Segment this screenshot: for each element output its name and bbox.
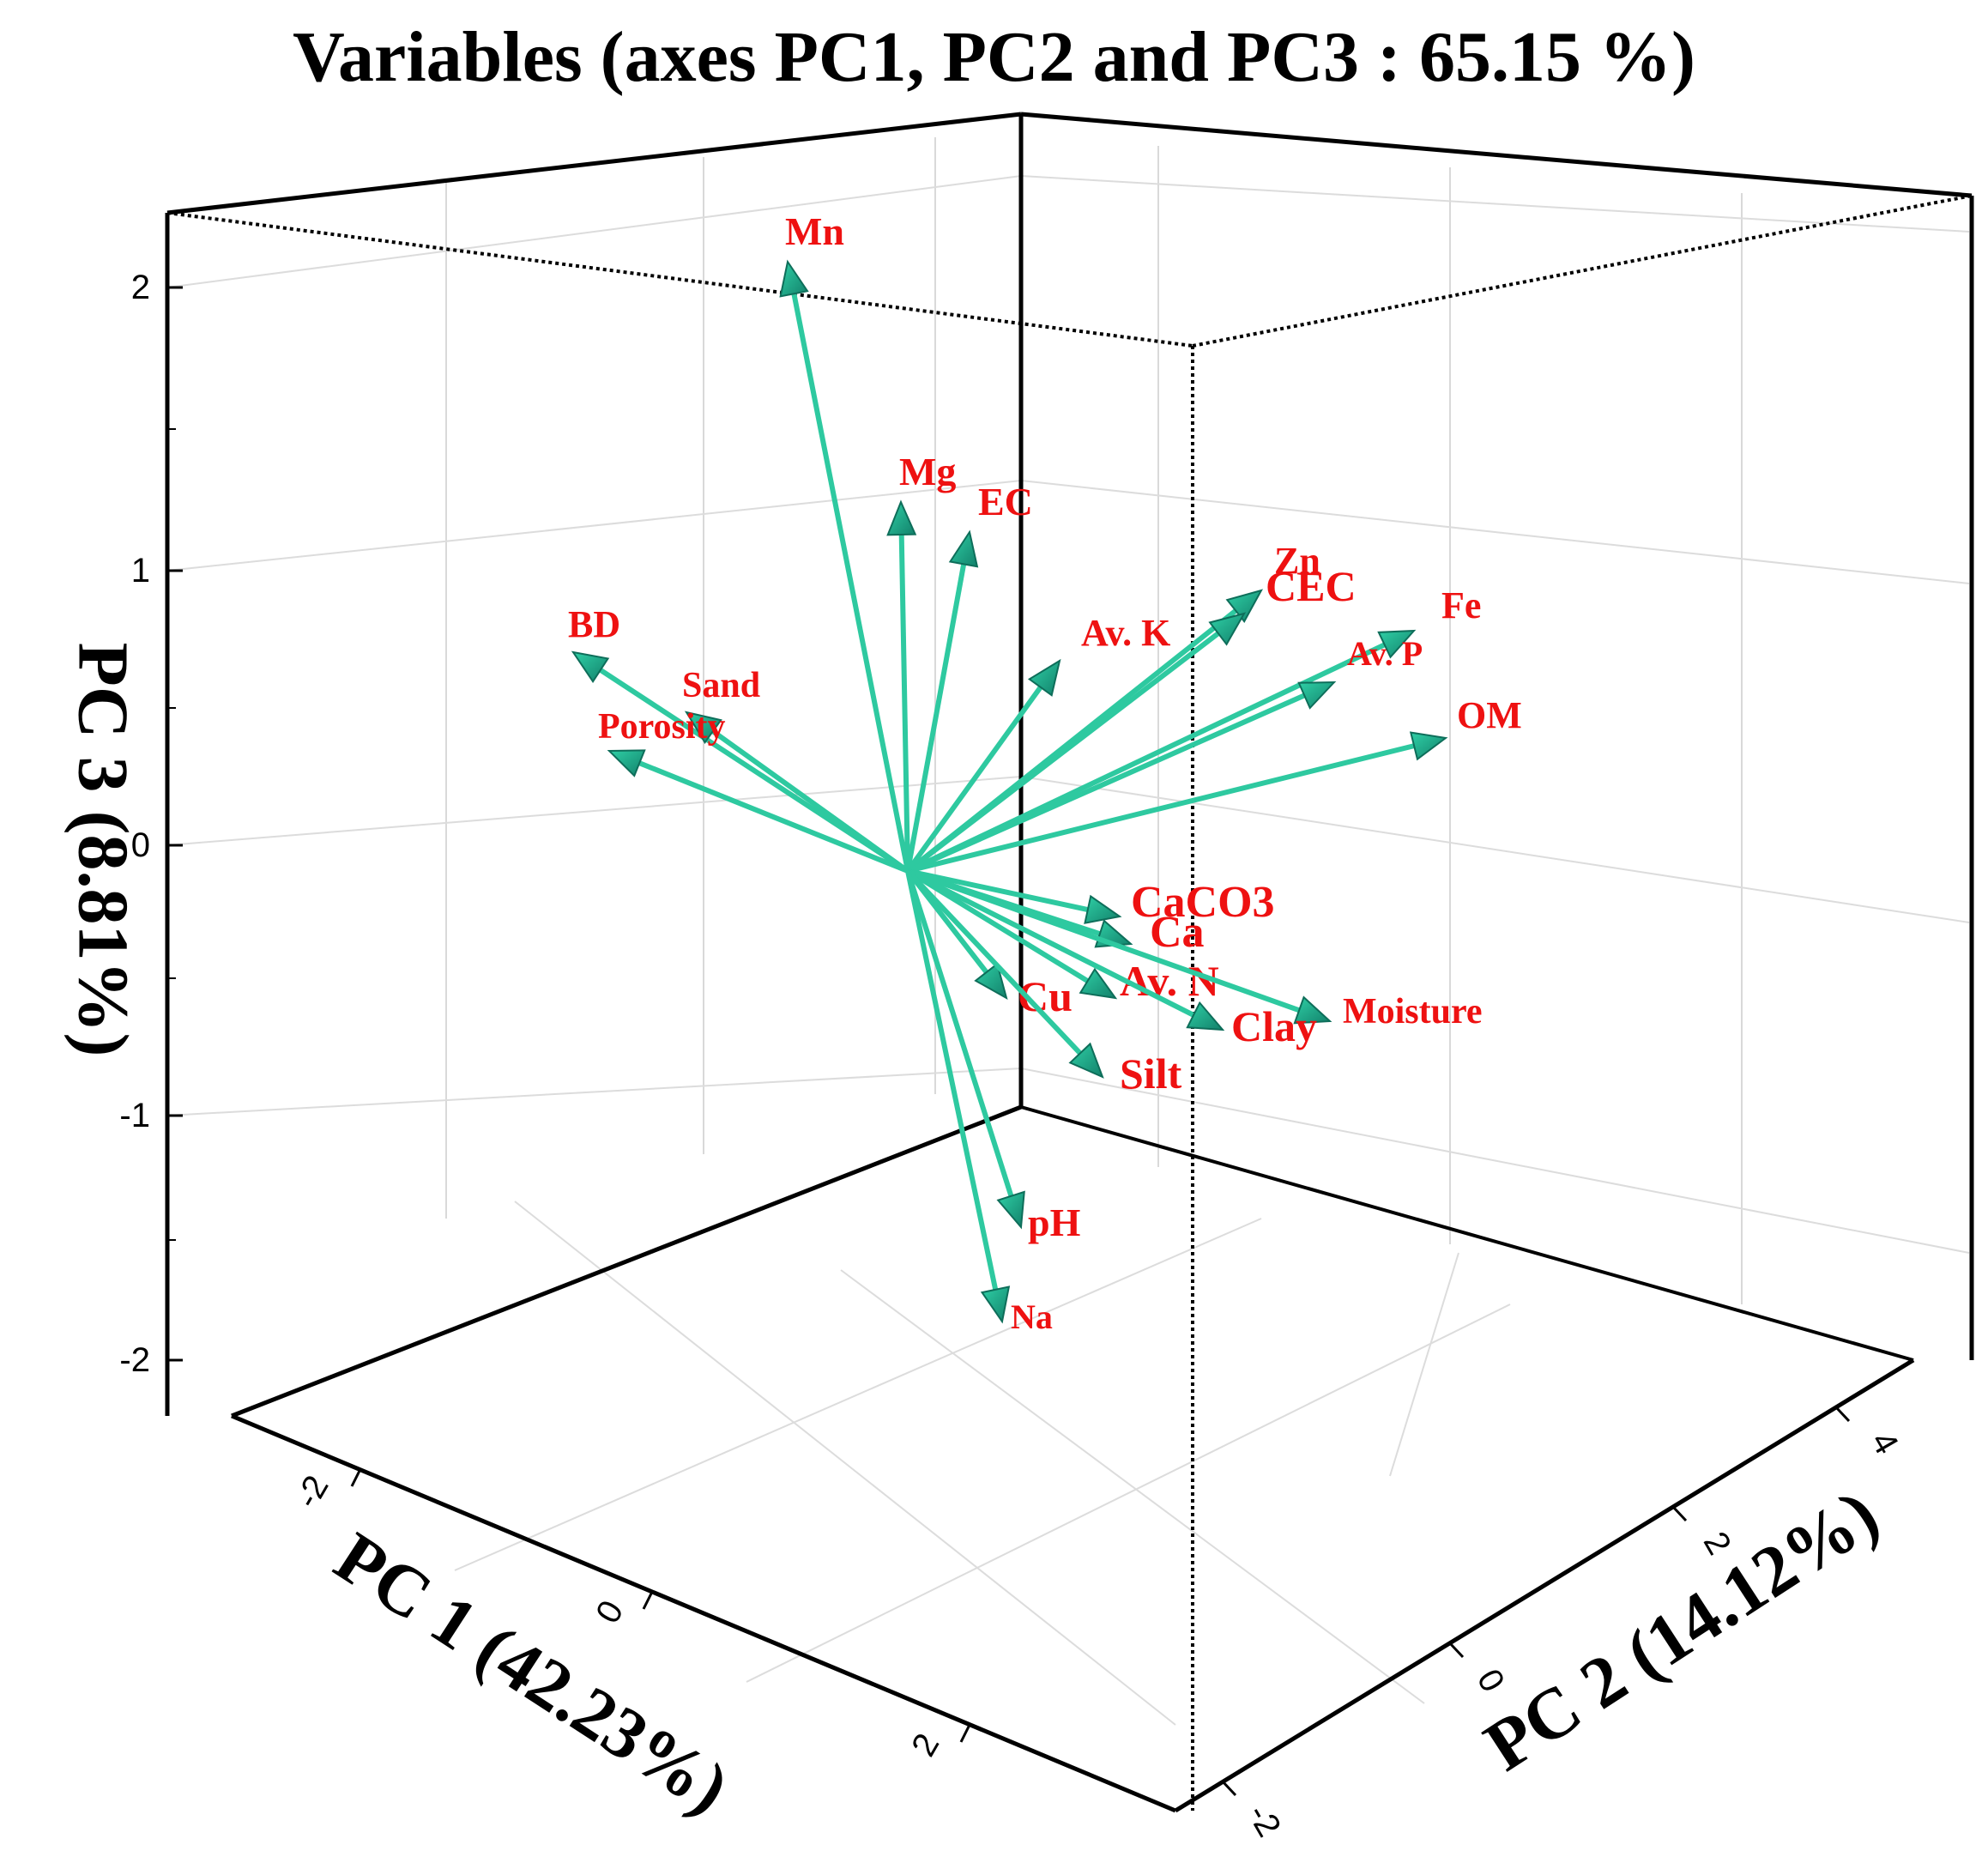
- vector-shaft: [898, 534, 910, 872]
- vector-arrowhead: [996, 1190, 1025, 1230]
- vector-arrowhead: [684, 711, 722, 744]
- vector-clay: Clay: [906, 868, 1317, 1050]
- vector-arrowhead: [1208, 612, 1247, 646]
- vector-shaft: [906, 693, 1306, 874]
- variable-label: CaCO3: [1131, 878, 1275, 927]
- vector-shaft: [905, 686, 1043, 873]
- vector-moisture: Moisture: [906, 868, 1483, 1031]
- vector-arrowhead: [980, 1285, 1011, 1324]
- vector-av-n: Av. N: [906, 868, 1219, 1005]
- x-tick-label: 2: [904, 1727, 946, 1763]
- vector-arrowhead: [948, 529, 979, 568]
- z-tick-label: -2: [119, 1341, 150, 1379]
- variable-label: Mg: [899, 450, 956, 493]
- z-tick-label: -1: [119, 1097, 150, 1134]
- vector-shaft: [906, 868, 1301, 1013]
- vector-shaft: [905, 870, 1014, 1197]
- vector-shaft: [906, 868, 1090, 983]
- vector-ph: pH: [905, 870, 1081, 1244]
- vector-shaft: [791, 293, 910, 872]
- vector-shaft: [711, 729, 909, 874]
- z-axis-title: PC 3 (8.81%): [63, 642, 143, 1057]
- vector-porosity: Porosity: [598, 707, 909, 874]
- y-tick-label: 0: [1470, 1663, 1512, 1698]
- variable-label: pH: [1028, 1201, 1081, 1244]
- y-tick-label: -2: [1240, 1798, 1288, 1843]
- vector-sand: Sand: [682, 666, 909, 874]
- vector-bd: BD: [568, 603, 909, 874]
- box-frame: [165, 112, 1974, 1813]
- variable-label: Sand: [682, 666, 760, 705]
- variable-label: Moisture: [1343, 992, 1483, 1031]
- x-tick-label: -2: [288, 1469, 336, 1515]
- variable-label: BD: [568, 603, 620, 645]
- variable-label: Av. K: [1081, 612, 1170, 654]
- variable-label: Silt: [1120, 1049, 1182, 1098]
- vector-mg: Mg: [886, 450, 956, 872]
- z-tick-label: 2: [131, 269, 150, 306]
- vector-shaft: [906, 631, 1220, 874]
- vector-arrowhead: [571, 650, 610, 683]
- vector-arrowhead: [1068, 1042, 1104, 1079]
- variable-label: Porosity: [598, 707, 726, 747]
- variable-label: Clay: [1231, 1002, 1317, 1050]
- vector-shaft: [599, 668, 909, 874]
- vector-shaft: [907, 868, 1089, 912]
- vector-arrowhead: [1084, 894, 1122, 924]
- vector-shaft: [906, 868, 1195, 1018]
- vector-na: Na: [905, 870, 1053, 1336]
- vector-arrowhead: [886, 499, 917, 536]
- y-tick-labels: -2 0 2 4: [1240, 1425, 1906, 1843]
- vector-arrowhead: [1186, 1001, 1225, 1031]
- x-tick-label: 0: [589, 1594, 631, 1630]
- variable-label: Zn: [1274, 540, 1320, 582]
- variable-label: OM: [1457, 694, 1522, 736]
- z-tick-label: 1: [131, 552, 150, 590]
- y-tick-label: 4: [1864, 1425, 1906, 1461]
- vector-shaft: [907, 743, 1415, 874]
- vector-shaft: [905, 563, 967, 872]
- vector-ec: EC: [905, 480, 1033, 872]
- variable-label: Na: [1011, 1297, 1053, 1336]
- variable-label: Fe: [1441, 584, 1481, 626]
- vector-arrowhead: [779, 259, 809, 298]
- vector-arrowhead: [974, 962, 1008, 1001]
- variable-label: EC: [978, 480, 1033, 523]
- vector-cec: CEC: [906, 562, 1357, 874]
- vector-av-p: Av. P: [906, 634, 1423, 874]
- vector-mn: Mn: [779, 209, 910, 872]
- vector-shaft: [905, 870, 999, 1291]
- z-tick-labels: 2 1 0 -1 -2: [119, 269, 150, 1379]
- vector-arrowhead: [1297, 680, 1337, 710]
- variable-label: Mn: [785, 209, 844, 253]
- vector-fe: Fe: [906, 584, 1481, 874]
- vector-arrowhead: [1079, 967, 1118, 1000]
- chart-title: Variables (axes PC1, PC2 and PC3 : 65.15…: [293, 17, 1695, 97]
- vector-caco3: CaCO3: [907, 868, 1275, 927]
- vector-silt: Silt: [905, 868, 1182, 1098]
- vector-arrowhead: [1409, 731, 1448, 761]
- vector-av-k: Av. K: [905, 612, 1170, 873]
- vector-arrowhead: [1027, 658, 1061, 697]
- vector-arrowhead: [1293, 995, 1332, 1025]
- vector-arrowhead: [607, 749, 646, 777]
- vector-arrowhead: [1377, 629, 1417, 659]
- vector-shaft: [638, 760, 909, 874]
- z-tick-label: 0: [131, 826, 150, 864]
- vector-om: OM: [907, 694, 1522, 874]
- vector-shaft: [905, 868, 1083, 1055]
- variable-label: Av. P: [1347, 634, 1423, 673]
- variable-label: Ca: [1150, 908, 1205, 957]
- variable-label: CEC: [1266, 562, 1357, 610]
- vector-arrowhead: [1225, 589, 1264, 623]
